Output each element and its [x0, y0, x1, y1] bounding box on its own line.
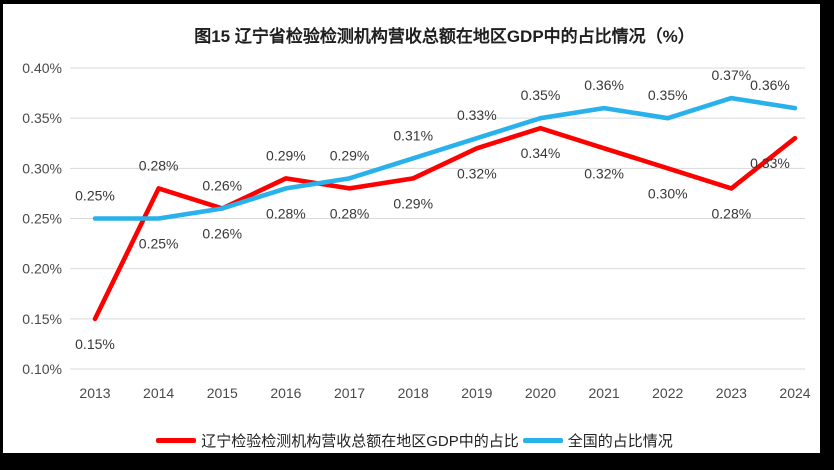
legend-red-line-swatch [156, 438, 197, 443]
x-tick-label: 2023 [716, 385, 747, 401]
y-tick-label: 0.15% [22, 311, 62, 327]
data-label: 0.25% [75, 188, 115, 204]
data-label: 0.28% [330, 205, 370, 221]
x-tick-label: 2024 [779, 385, 810, 401]
data-label: 0.26% [202, 225, 242, 241]
data-label: 0.35% [521, 87, 561, 103]
data-label: 0.34% [521, 145, 561, 161]
legend-label-national: 全国的占比情况 [567, 433, 673, 450]
data-label: 0.15% [75, 336, 115, 352]
x-tick-label: 2019 [461, 385, 492, 401]
data-label: 0.32% [584, 165, 624, 181]
data-label: 0.32% [457, 165, 497, 181]
legend-item-national: 全国的占比情况 [522, 430, 673, 451]
data-label: 0.33% [750, 155, 790, 171]
data-label: 0.36% [584, 77, 624, 93]
data-label: 0.30% [648, 185, 688, 201]
chart-legend: 辽宁检验检测机构营收总额在地区GDP中的占比 全国的占比情况 [6, 430, 823, 451]
data-label: 0.25% [139, 236, 179, 252]
x-tick-label: 2017 [334, 385, 365, 401]
x-tick-label: 2022 [652, 385, 683, 401]
data-label: 0.29% [266, 147, 306, 163]
data-label: 0.26% [202, 177, 242, 193]
data-label: 0.28% [139, 157, 179, 173]
y-tick-label: 0.40% [22, 60, 62, 76]
x-tick-label: 2020 [525, 385, 556, 401]
x-tick-label: 2014 [143, 385, 174, 401]
data-label: 0.31% [393, 127, 433, 143]
legend-blue-line-swatch [522, 438, 563, 443]
data-label: 0.28% [712, 205, 752, 221]
y-tick-label: 0.30% [22, 160, 62, 176]
x-tick-label: 2018 [398, 385, 429, 401]
legend-label-liaoning: 辽宁检验检测机构营收总额在地区GDP中的占比 [201, 433, 519, 450]
y-tick-label: 0.35% [22, 110, 62, 126]
data-label: 0.33% [457, 107, 497, 123]
x-tick-label: 2013 [79, 385, 110, 401]
x-tick-label: 2016 [270, 385, 301, 401]
legend-item-liaoning: 辽宁检验检测机构营收总额在地区GDP中的占比 [156, 430, 519, 451]
x-tick-label: 2015 [207, 385, 238, 401]
y-tick-label: 0.20% [22, 261, 62, 277]
chart-title: 图15 辽宁省检验检测机构营收总额在地区GDP中的占比情况（%） [194, 27, 695, 46]
data-label: 0.37% [712, 67, 752, 83]
data-label: 0.29% [393, 195, 433, 211]
data-label: 0.28% [266, 205, 306, 221]
series-line-0 [92, 125, 798, 322]
y-tick-label: 0.10% [22, 361, 62, 377]
x-tick-label: 2021 [589, 385, 620, 401]
data-label: 0.35% [648, 87, 688, 103]
y-tick-label: 0.25% [22, 211, 62, 227]
data-label: 0.36% [750, 77, 790, 93]
data-label: 0.29% [330, 147, 370, 163]
series-line-1 [92, 95, 798, 221]
